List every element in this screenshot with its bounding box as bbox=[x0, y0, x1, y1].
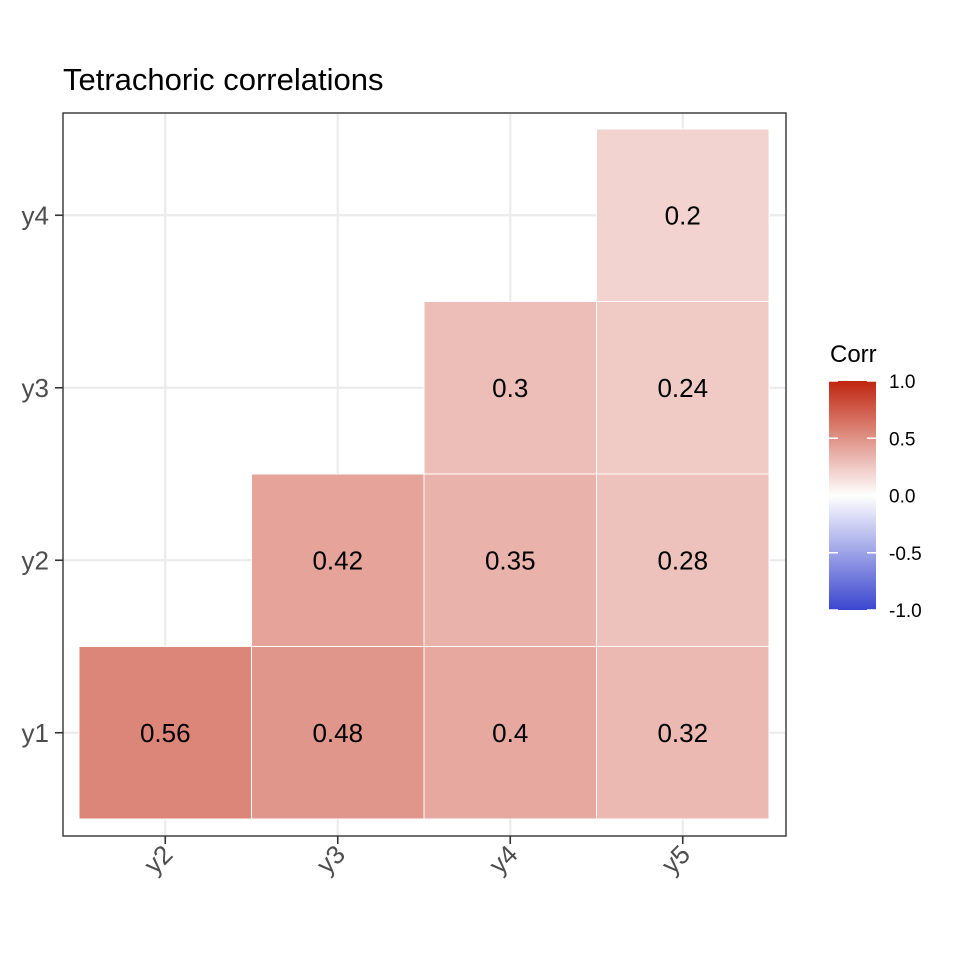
heatmap-cell-y1-y4 bbox=[423, 646, 597, 820]
legend-label: -1.0 bbox=[889, 601, 922, 622]
heatmap-cell-y2-y5 bbox=[596, 473, 770, 647]
heatmap-cell-y1-y3 bbox=[251, 646, 425, 820]
x-tick-label-y5: y5 bbox=[655, 839, 696, 880]
y-tick-label-y2: y2 bbox=[22, 545, 49, 575]
heatmap-cell-y2-y3 bbox=[251, 473, 425, 647]
cell-label-y1-y4: 0.4 bbox=[492, 718, 528, 748]
y-tick-label-y1: y1 bbox=[22, 718, 49, 748]
cell-label-y2-y3: 0.42 bbox=[312, 545, 363, 575]
cell-label-y2-y5: 0.28 bbox=[657, 545, 708, 575]
heatmap-cell-y1-y5 bbox=[596, 646, 770, 820]
x-tick-label-y3: y3 bbox=[310, 839, 351, 880]
heatmap-cell-y1-y2 bbox=[78, 646, 252, 820]
x-tick-label-y2: y2 bbox=[138, 839, 179, 880]
cell-label-y1-y5: 0.32 bbox=[657, 718, 708, 748]
legend-title: Corr bbox=[830, 341, 877, 368]
cell-labels: 0.56 0.48 0.4 0.32 0.42 0.35 0.28 0.3 0.24 0.2 bbox=[140, 200, 708, 748]
y-tick-label-y4: y4 bbox=[22, 200, 49, 230]
cell-label-y2-y4: 0.35 bbox=[485, 545, 536, 575]
heatmap-cell-y4-y5 bbox=[596, 128, 770, 302]
legend-label: 0.0 bbox=[889, 487, 915, 508]
cell-label-y4-y5: 0.2 bbox=[665, 200, 701, 230]
cell-label-y1-y2: 0.56 bbox=[140, 718, 191, 748]
heatmap-cells bbox=[78, 128, 770, 820]
legend-label: 0.5 bbox=[889, 429, 915, 450]
plot-panel-border bbox=[62, 112, 787, 837]
legend-label: -0.5 bbox=[889, 544, 922, 565]
legend-label: 1.0 bbox=[889, 372, 915, 393]
cell-label-y3-y5: 0.24 bbox=[657, 373, 708, 403]
y-axis: y1 y2 y3 y4 bbox=[22, 200, 63, 748]
x-tick-label-y4: y4 bbox=[483, 839, 524, 880]
heatmap-cell-y2-y4 bbox=[423, 473, 597, 647]
cell-label-y1-y3: 0.48 bbox=[312, 718, 363, 748]
legend: Corr 1.0 0.5 0.0 -0.5 -1.0 bbox=[829, 341, 922, 622]
heatmap-cell-y3-y5 bbox=[596, 301, 770, 475]
x-axis: y2 y3 y4 y5 bbox=[138, 836, 696, 880]
chart-title: Tetrachoric correlations bbox=[63, 62, 383, 97]
y-tick-label-y3: y3 bbox=[22, 373, 49, 403]
cell-label-y3-y4: 0.3 bbox=[492, 373, 528, 403]
